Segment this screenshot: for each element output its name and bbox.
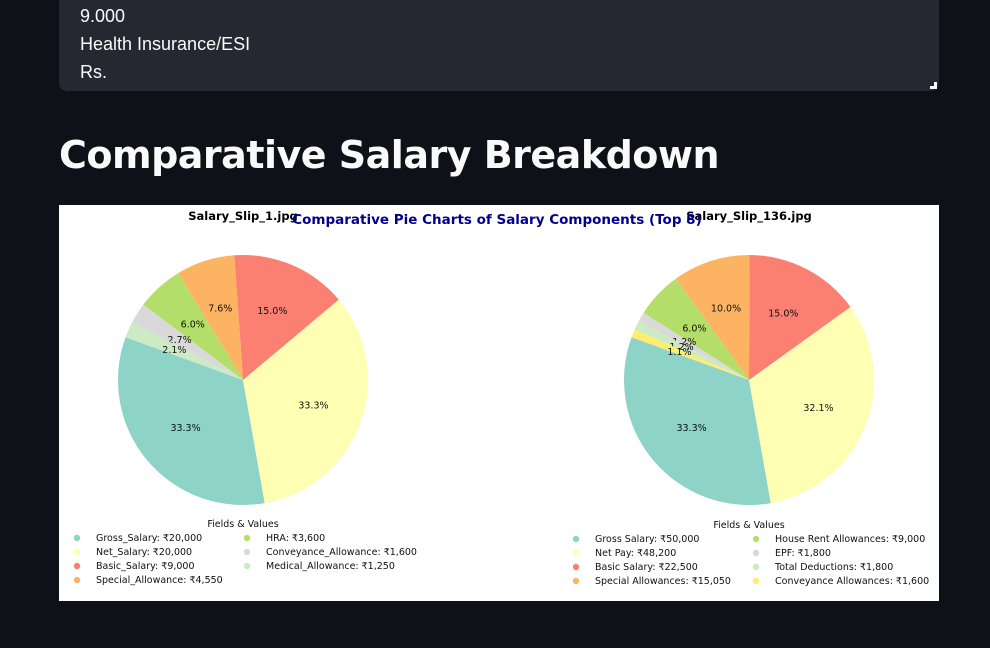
pie-slice — [125, 322, 243, 380]
pie-slice — [143, 273, 243, 380]
pie-slice — [634, 321, 749, 380]
text-line: Health Insurance/ESI — [80, 34, 251, 54]
pie-percent-label: 1.2% — [672, 337, 696, 348]
legend-entry: Special Allowances: ₹15,050 — [595, 576, 731, 587]
pie-percent-label: 32.1% — [803, 403, 833, 414]
legend-entry: Basic Salary: ₹22,500 — [595, 562, 698, 573]
pie-percent-label: 1.1% — [667, 347, 691, 358]
pie-chart-slip-1: Salary_Slip_1.jpg 33.3% 33.3% 15.0% 7.6%6.0%… — [73, 209, 417, 586]
legend-swatch — [752, 563, 760, 571]
legend-entry: Total Deductions: ₹1,800 — [774, 562, 893, 573]
legend-swatch — [572, 563, 580, 571]
legend-swatch — [73, 548, 81, 556]
legend-entry: Gross_Salary: ₹20,000 — [96, 533, 202, 544]
pie-slice — [132, 304, 243, 380]
legend-swatch — [73, 562, 81, 570]
legend-swatch — [73, 576, 81, 584]
pie-charts-svg: Salary_Slip_1.jpg33.3%33.3%15.0%7.6%6.0%… — [73, 209, 929, 587]
legend-swatch — [752, 577, 760, 585]
legend-entry: HRA: ₹3,600 — [266, 533, 325, 544]
legend-entry: Gross Salary: ₹50,000 — [595, 534, 699, 545]
text-line: 9.000 — [80, 6, 126, 26]
resize-handle-icon[interactable] — [930, 82, 937, 89]
pie-percent-label: 10.0% — [711, 304, 741, 315]
legend-entry: Basic_Salary: ₹9,000 — [96, 561, 195, 572]
pie-percent-label: 33.3% — [298, 401, 328, 412]
legend-entry: Special_Allowance: ₹4,550 — [96, 575, 223, 586]
legend-swatch — [752, 549, 760, 557]
pie-title: Salary_Slip_1.jpg — [188, 209, 298, 224]
legend-entry: Conveyance_Allowance: ₹1,600 — [266, 547, 417, 558]
pie-percent-label: 15.0% — [257, 306, 287, 317]
pie-percent-label: 33.3% — [170, 423, 200, 434]
figure-title: Comparative Pie Charts of Salary Compone… — [292, 212, 702, 228]
pie-slice — [749, 255, 851, 380]
comparative-pie-figure: Salary_Slip_1.jpg 33.3% 33.3% 15.0% 7.6% 6.0%… — [59, 205, 939, 601]
legend-swatch — [752, 535, 760, 543]
extracted-text-area[interactable]: 9.000 Health Insurance/ESI Rs. — [59, 0, 939, 91]
legend-entry: Net_Salary: ₹20,000 — [96, 547, 192, 558]
pie-slice — [749, 306, 875, 504]
section-heading: Comparative Salary Breakdown — [59, 133, 720, 177]
pie-percent-label: 2.1% — [162, 345, 186, 356]
legend-entry: EPF: ₹1,800 — [775, 548, 831, 559]
pie-slice — [631, 329, 749, 380]
pie-percent-label: 1.2% — [670, 342, 694, 353]
pie-percent-label: 6.0% — [682, 324, 706, 335]
legend-swatch — [572, 535, 580, 543]
legend-swatch — [572, 549, 580, 557]
pie-title: Salary_Slip_136.jpg — [686, 209, 812, 224]
pie-percent-label: 15.0% — [768, 308, 798, 319]
pie-percent-label: 7.6% — [208, 304, 232, 315]
legend-swatch — [572, 577, 580, 585]
legend-swatch — [73, 534, 81, 542]
text-line: Rs. — [80, 62, 107, 82]
legend-title: Fields & Values — [207, 519, 278, 530]
pie-slice — [624, 337, 771, 506]
pie-percent-label: 6.0% — [181, 319, 205, 330]
pie-slice — [638, 312, 749, 380]
pie-percent-label: 2.7% — [168, 335, 192, 346]
legend-entry: House Rent Allowances: ₹9,000 — [775, 534, 925, 545]
legend-swatch — [243, 548, 251, 556]
pie-slice — [243, 299, 369, 504]
pie-slice — [117, 337, 265, 506]
pie-slice — [234, 255, 339, 380]
legend-entry: Medical_Allowance: ₹1,250 — [266, 561, 395, 572]
legend-entry: Conveyance Allowances: ₹1,600 — [775, 576, 929, 587]
pie-chart-slip-136: Salary_Slip_136.jpg 33.3% 32.1% 15.0% 10.0% 6… — [572, 209, 929, 587]
pie-slice — [178, 255, 243, 380]
pie-slice — [643, 278, 749, 380]
legend-entry: Net Pay: ₹48,200 — [595, 548, 676, 559]
legend-swatch — [243, 534, 251, 542]
legend-title: Fields & Values — [713, 520, 784, 531]
pie-percent-label: 33.3% — [676, 423, 706, 434]
legend-swatch — [243, 562, 251, 570]
pie-slice — [675, 255, 750, 380]
